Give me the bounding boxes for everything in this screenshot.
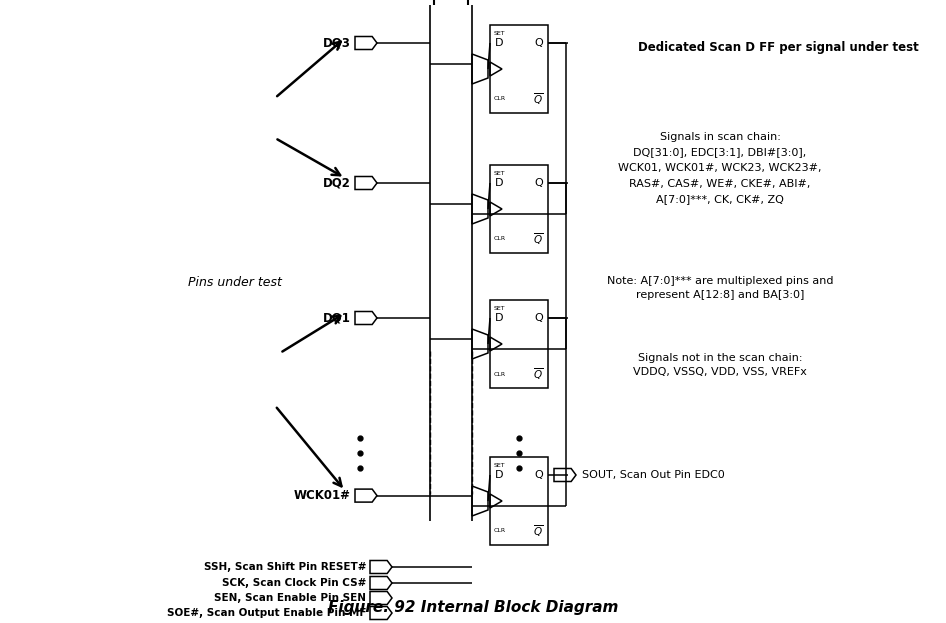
- Text: SET: SET: [494, 171, 505, 176]
- Text: CLR: CLR: [494, 97, 506, 102]
- Text: SOE#, Scan Output Enable Pin MF: SOE#, Scan Output Enable Pin MF: [166, 608, 366, 618]
- Text: D: D: [495, 178, 503, 188]
- Polygon shape: [355, 176, 377, 189]
- Text: DQ1: DQ1: [324, 312, 351, 325]
- Text: Pins under test: Pins under test: [188, 277, 282, 290]
- Bar: [490, 165, 548, 253]
- Text: D: D: [495, 38, 503, 48]
- Text: DQ2: DQ2: [324, 176, 351, 189]
- Text: SCK, Scan Clock Pin CS#: SCK, Scan Clock Pin CS#: [221, 578, 366, 588]
- Polygon shape: [370, 576, 392, 589]
- Text: D: D: [495, 313, 503, 323]
- Polygon shape: [554, 468, 576, 482]
- Polygon shape: [472, 486, 488, 516]
- Polygon shape: [472, 194, 488, 224]
- Text: $\overline{Q}$: $\overline{Q}$: [533, 523, 543, 539]
- Text: WCK01#: WCK01#: [294, 489, 351, 502]
- Text: CLR: CLR: [494, 371, 506, 376]
- Text: Signals not in the scan chain:
VDDQ, VSSQ, VDD, VSS, VREFx: Signals not in the scan chain: VDDQ, VSS…: [633, 353, 807, 377]
- Text: D: D: [495, 470, 503, 480]
- Text: Q: Q: [534, 178, 543, 188]
- Text: Q: Q: [534, 313, 543, 323]
- Text: SOUT, Scan Out Pin EDC0: SOUT, Scan Out Pin EDC0: [582, 470, 725, 480]
- Text: DQ3: DQ3: [324, 37, 351, 49]
- Text: CLR: CLR: [494, 528, 506, 533]
- Text: SSH, Scan Shift Pin RESET#: SSH, Scan Shift Pin RESET#: [203, 562, 366, 572]
- Text: CLR: CLR: [494, 237, 506, 242]
- Text: $\overline{Q}$: $\overline{Q}$: [533, 366, 543, 382]
- Bar: [490, 25, 548, 113]
- Text: SET: SET: [494, 306, 505, 311]
- Text: Q: Q: [534, 38, 543, 48]
- Text: Figure. 92 Internal Block Diagram: Figure. 92 Internal Block Diagram: [328, 600, 618, 615]
- Polygon shape: [472, 329, 488, 359]
- Polygon shape: [355, 312, 377, 325]
- Text: Dedicated Scan D FF per signal under test: Dedicated Scan D FF per signal under tes…: [638, 42, 919, 54]
- Text: SEN, Scan Enable Pin SEN: SEN, Scan Enable Pin SEN: [214, 593, 366, 603]
- Text: $\overline{Q}$: $\overline{Q}$: [533, 231, 543, 247]
- Text: SET: SET: [494, 31, 505, 36]
- Polygon shape: [370, 561, 392, 574]
- Polygon shape: [355, 489, 377, 502]
- Bar: [490, 457, 548, 545]
- Text: Signals in scan chain:
DQ[31:0], EDC[3:1], DBI#[3:0],
WCK01, WCK01#, WCK23, WCK2: Signals in scan chain: DQ[31:0], EDC[3:1…: [619, 132, 822, 204]
- Text: SET: SET: [494, 463, 505, 468]
- Bar: [490, 300, 548, 388]
- Polygon shape: [355, 37, 377, 49]
- Text: Q: Q: [534, 470, 543, 480]
- Polygon shape: [472, 54, 488, 84]
- Polygon shape: [370, 607, 392, 619]
- Polygon shape: [370, 591, 392, 604]
- Text: Note: A[7:0]*** are multiplexed pins and
represent A[12:8] and BA[3:0]: Note: A[7:0]*** are multiplexed pins and…: [606, 276, 833, 300]
- Text: $\overline{Q}$: $\overline{Q}$: [533, 91, 543, 107]
